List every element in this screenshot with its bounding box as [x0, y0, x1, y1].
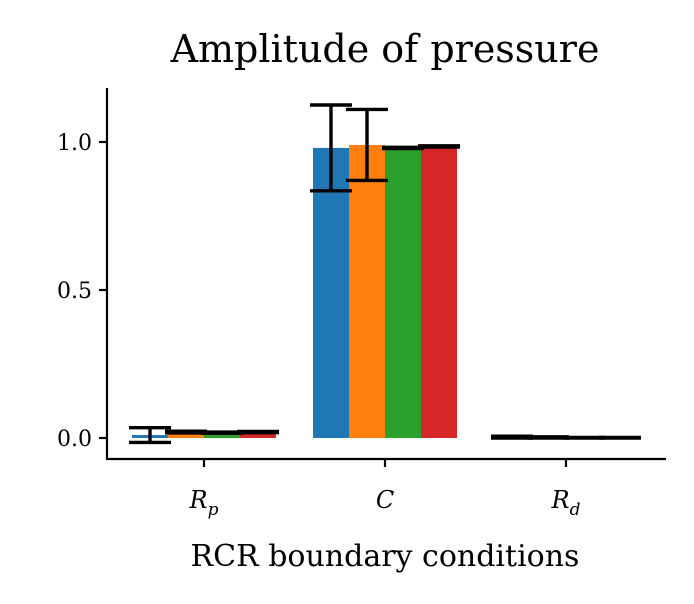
bar-series-4-cat-1	[240, 432, 276, 438]
x-ticks: Rp C Rd	[189, 459, 581, 520]
error-bar-series-4-cat-1	[237, 429, 279, 435]
bars	[132, 144, 638, 439]
error-bar-series-1-cat-2	[310, 103, 352, 193]
y-tick-label: 0.5	[57, 279, 92, 304]
chart-title: Amplitude of pressure	[170, 27, 600, 71]
y-tick-label: 1.0	[57, 131, 92, 156]
x-tick-label: C	[376, 486, 394, 514]
error-bar-series-1-cat-3	[491, 434, 533, 440]
bar-series-3-cat-1	[204, 432, 240, 438]
error-bars	[129, 103, 641, 445]
bar-series-2-cat-1	[168, 432, 204, 438]
error-bar-series-3-cat-1	[201, 430, 243, 435]
error-bar-series-2-cat-1	[165, 429, 207, 435]
x-tick-label: Rd	[551, 486, 581, 520]
x-tick-label: Rp	[189, 486, 219, 520]
x-axis-label: RCR boundary conditions	[191, 539, 580, 574]
y-ticks: 0.0 0.5 1.0	[57, 131, 107, 452]
bar-series-3-cat-2	[385, 147, 421, 439]
error-bar-series-1-cat-1	[129, 425, 171, 445]
error-bar-series-4-cat-2	[418, 144, 460, 149]
error-bar-series-2-cat-2	[346, 107, 388, 183]
error-bar-series-3-cat-2	[382, 145, 424, 151]
bar-series-1-cat-2	[313, 147, 349, 439]
error-bar-series-4-cat-3	[599, 435, 641, 440]
bar-series-2-cat-2	[349, 144, 385, 438]
error-bar-series-3-cat-3	[563, 435, 605, 440]
bar-series-4-cat-2	[421, 146, 457, 438]
y-tick-label: 0.0	[57, 427, 92, 452]
error-bar-series-2-cat-3	[527, 435, 569, 440]
